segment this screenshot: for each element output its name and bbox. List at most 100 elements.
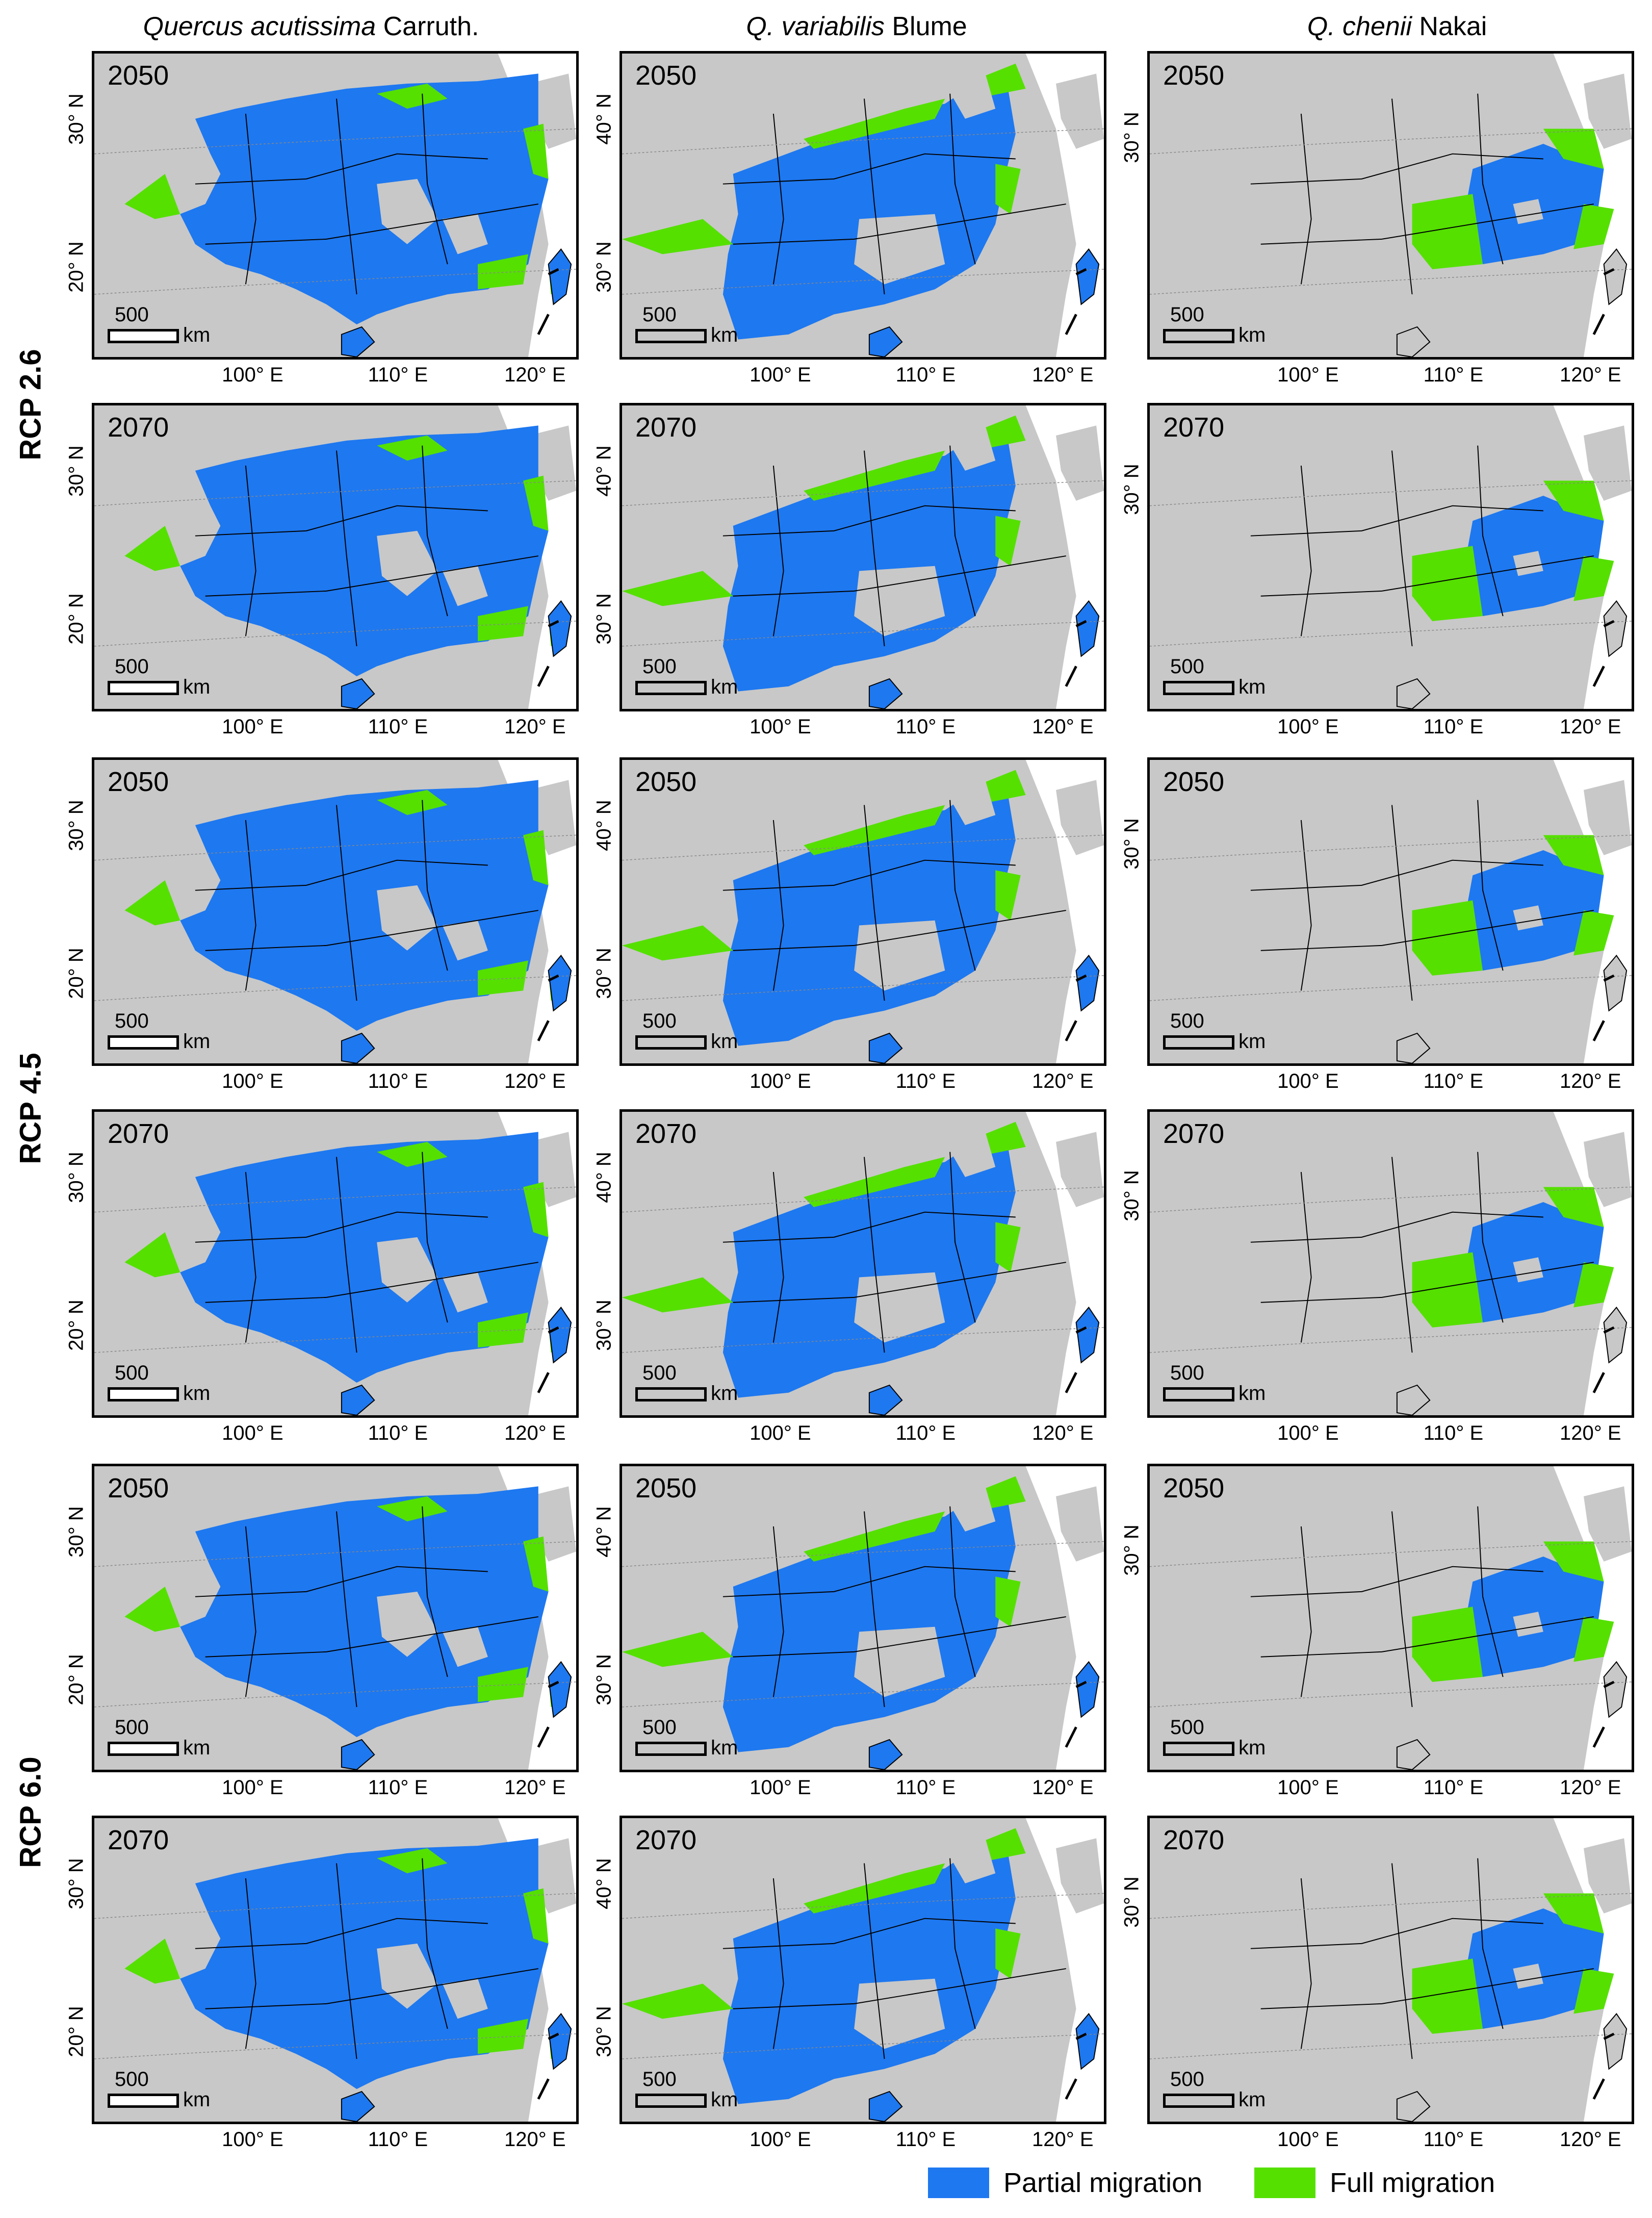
longitude-tick-label: 120° E	[504, 2128, 566, 2151]
province-boundary	[205, 1262, 538, 1303]
neighbor-land	[1055, 1132, 1104, 1207]
full-migration-area	[622, 571, 733, 606]
longitude-tick-label: 120° E	[1032, 1070, 1094, 1092]
latitude-tick-label: 40° N	[592, 445, 615, 497]
coast-marker	[1065, 2032, 1087, 2100]
map-canvas	[1150, 405, 1632, 709]
map-panel: 2050 500 km	[92, 1464, 579, 1772]
latitude-tick-label: 30° N	[65, 1858, 88, 1909]
taiwan-island	[1075, 1306, 1100, 1364]
province-boundary	[863, 1157, 885, 1353]
full-migration-area	[1412, 194, 1483, 269]
longitude-tick-label: 110° E	[1423, 716, 1484, 738]
province-boundary	[863, 1511, 885, 1707]
column-title-italic: Quercus acutissima	[143, 12, 376, 41]
panel-year: 2050	[635, 60, 697, 91]
map-panel: 2070 500 km	[1147, 1816, 1634, 2124]
latitude-tick-label: 20° N	[65, 2006, 88, 2058]
map-panel: 2050 500 km	[1147, 757, 1634, 1066]
unsuitable-area	[854, 920, 945, 991]
province-boundary	[205, 1616, 538, 1658]
graticule-line	[622, 1893, 1104, 1919]
full-migration-area	[377, 84, 448, 109]
latitude-tick-label: 30° N	[1120, 818, 1143, 870]
latitude-tick-label: 40° N	[592, 1858, 615, 1909]
longitude-tick-label: 100° E	[750, 1422, 811, 1444]
latitude-tick-label: 30° N	[592, 2006, 615, 2058]
legend-swatch-full	[1254, 2168, 1315, 2198]
province-boundary	[772, 465, 784, 636]
province-boundary	[1260, 910, 1594, 951]
province-boundary	[1250, 1918, 1543, 1949]
longitude-tick-label: 100° E	[222, 2128, 283, 2151]
map-panel: 2070 500 km	[620, 1816, 1106, 2124]
full-migration-area	[1412, 546, 1483, 621]
unsuitable-area	[442, 920, 488, 961]
partial-migration-area	[722, 1132, 1016, 1398]
panel-year: 2050	[1163, 1473, 1225, 1503]
full-migration-area	[1573, 1969, 1614, 2014]
partial-migration-area	[722, 425, 1016, 692]
coast-marker	[1065, 1680, 1087, 1748]
coast-marker	[537, 2032, 559, 2100]
legend-swatch-partial	[928, 2168, 989, 2198]
graticule-line	[1150, 975, 1632, 1001]
panel-year: 2070	[635, 412, 697, 443]
full-migration-area	[1543, 480, 1604, 521]
province-boundary	[733, 555, 1066, 597]
province-boundary	[195, 153, 488, 185]
scale-unit: km	[711, 324, 738, 346]
full-migration-area	[523, 1888, 549, 1944]
latitude-tick-label: 20° N	[65, 948, 88, 1000]
scale-value: 500	[1170, 2068, 1204, 2090]
longitude-tick-label: 110° E	[368, 1422, 428, 1444]
hainan-island	[868, 1384, 903, 1415]
latitude-tick-label: 40° N	[592, 1152, 615, 1203]
province-boundary	[422, 1152, 448, 1323]
full-migration-area	[478, 2019, 528, 2054]
coast-marker	[1592, 1680, 1615, 1748]
coast-marker	[1065, 1326, 1087, 1393]
panel-year: 2070	[1163, 1118, 1225, 1149]
longitude-tick-label: 120° E	[504, 1422, 566, 1444]
longitude-tick-label: 110° E	[1423, 1422, 1484, 1444]
neighbor-land	[1583, 1132, 1632, 1207]
taiwan-island	[1603, 248, 1628, 305]
latitude-tick-label: 40° N	[592, 1506, 615, 1558]
scale-unit: km	[183, 1382, 211, 1405]
full-migration-area	[995, 516, 1021, 566]
longitude-tick-label: 100° E	[222, 1776, 283, 1799]
province-boundary	[863, 1863, 885, 2059]
province-boundary	[335, 1511, 357, 1707]
scale-bar	[635, 329, 707, 343]
panel-year: 2050	[108, 1473, 169, 1503]
panel-year: 2050	[635, 1473, 697, 1503]
province-boundary	[195, 1918, 488, 1949]
latitude-tick-label: 30° N	[1120, 1876, 1143, 1928]
province-boundary	[722, 1211, 1016, 1243]
longitude-tick-label: 110° E	[895, 1070, 956, 1092]
graticule-line	[1150, 480, 1632, 506]
province-boundary	[422, 1858, 448, 2029]
unsuitable-area	[854, 214, 945, 285]
scale-bar	[635, 2094, 707, 2108]
full-migration-area	[1573, 1262, 1614, 1308]
graticule-line	[94, 1681, 576, 1707]
coast-marker	[1592, 2032, 1615, 2100]
scale-value: 500	[642, 2068, 677, 2090]
longitude-tick-label: 100° E	[750, 1070, 811, 1092]
scale-unit: km	[1238, 1382, 1266, 1405]
longitude-tick-label: 100° E	[1277, 716, 1339, 738]
province-boundary	[195, 505, 488, 537]
province-boundary	[1391, 98, 1413, 295]
scale-bar	[635, 1387, 707, 1401]
latitude-tick-label: 30° N	[65, 1152, 88, 1203]
unsuitable-area	[945, 1132, 996, 1177]
latitude-tick-label: 20° N	[65, 1654, 88, 1706]
latitude-tick-label: 30° N	[592, 1299, 615, 1352]
longitude-tick-label: 120° E	[1560, 1422, 1621, 1444]
graticule-line	[94, 1186, 576, 1213]
neighbor-land	[1055, 1838, 1104, 1914]
taiwan-island	[548, 954, 572, 1012]
coast-marker	[537, 1680, 559, 1748]
